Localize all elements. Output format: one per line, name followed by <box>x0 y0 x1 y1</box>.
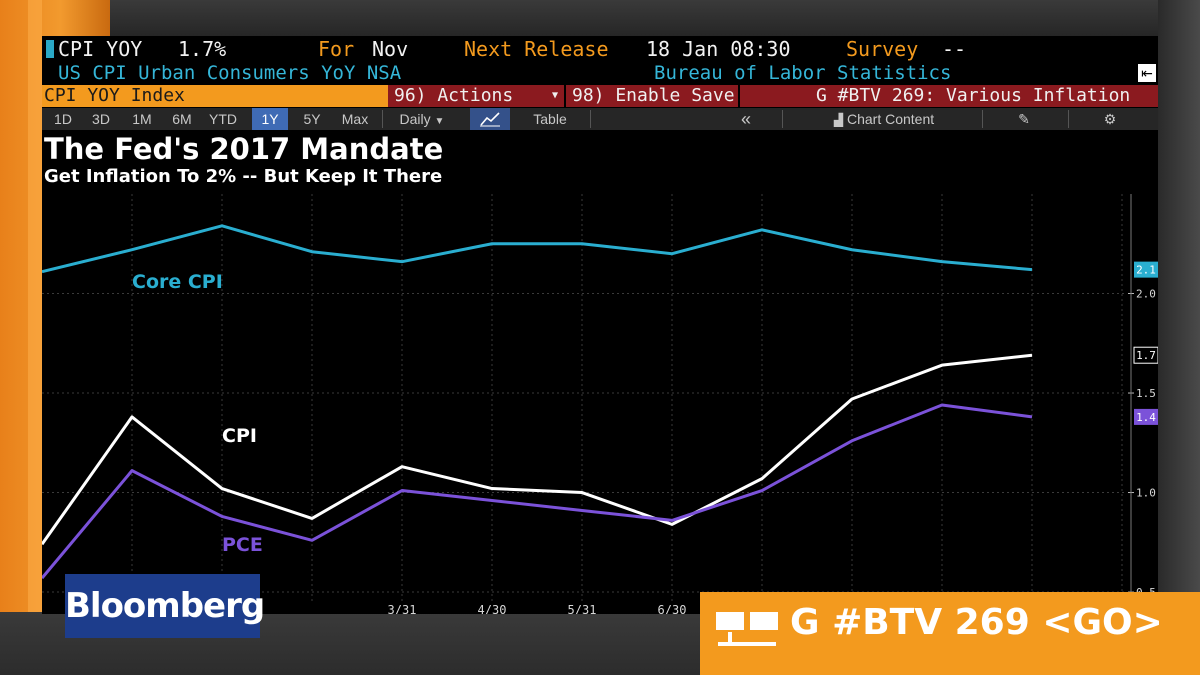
chart-title: The Fed's 2017 Mandate <box>44 132 444 166</box>
series-line-pce <box>42 403 1033 580</box>
chart-labels: 0.51.01.52.03/314/305/316/307/31Core CPI… <box>132 261 1158 614</box>
bar-chart-icon: ▟ <box>833 113 844 127</box>
index-label[interactable]: CPI YOY Index <box>42 85 388 107</box>
chevron-down-icon: ▼ <box>434 116 445 127</box>
last-value-label: 1.7 <box>1136 349 1156 362</box>
line-chart-icon[interactable] <box>470 108 510 130</box>
chart-series <box>42 224 1033 580</box>
command-bar: CPI YOY Index 96) Actions ▼ 98) Enable S… <box>42 85 1158 107</box>
series-line-cpi <box>42 353 1033 546</box>
chart-content-button[interactable]: ▟ Chart Content <box>814 108 954 130</box>
period-ytd-button[interactable]: YTD <box>209 111 237 127</box>
chart-subtitle: Get Inflation To 2% -- But Keep It There <box>44 166 443 187</box>
frequency-label: Daily <box>399 111 431 127</box>
y-tick-label: 2.0 <box>1136 288 1156 301</box>
bloomberg-logo: Bloomberg <box>65 574 265 638</box>
terminal-screen: CPI YOY 1.7% For Nov Next Release 18 Jan… <box>42 36 1158 614</box>
go-command-banner: G #BTV 269 <GO> <box>700 592 1200 675</box>
table-button[interactable]: Table <box>533 111 567 127</box>
period-max-button[interactable]: Max <box>341 111 369 127</box>
series-name-label: CPI <box>222 425 257 447</box>
line-chart: 0.51.01.52.03/314/305/316/307/31Core CPI… <box>42 194 1158 614</box>
survey-value: -- <box>942 37 967 61</box>
last-value-badge <box>1133 346 1158 364</box>
frequency-select[interactable]: Daily ▼ <box>388 108 456 130</box>
enable-save-button[interactable]: 98) Enable Save <box>566 85 738 107</box>
series-name-label: PCE <box>222 534 263 556</box>
period-1m-button[interactable]: 1M <box>132 111 152 127</box>
security-description-row: US CPI Urban Consumers YoY NSA Bureau of… <box>42 62 1158 84</box>
y-tick-label: 1.5 <box>1136 387 1156 400</box>
security-description: US CPI Urban Consumers YoY NSA <box>58 62 402 84</box>
last-value-badge <box>1134 261 1158 278</box>
edit-icon[interactable]: ✎ <box>1018 111 1030 127</box>
current-value: 1.7% <box>178 37 227 61</box>
for-value: Nov <box>372 37 409 61</box>
toolbar-divider <box>782 110 783 128</box>
settings-gear-icon[interactable]: ⚙ <box>1103 111 1117 127</box>
survey-label: Survey <box>846 37 919 61</box>
studio-background-strip <box>28 0 42 675</box>
data-source: Bureau of Labor Statistics <box>654 62 952 84</box>
actions-label: 96) Actions <box>394 85 514 106</box>
ticker-marker <box>46 40 54 58</box>
dropdown-arrow-icon: ▼ <box>551 90 558 101</box>
last-value-label: 2.1 <box>1136 264 1156 277</box>
ticker: CPI YOY <box>58 37 143 61</box>
toolbar-divider <box>590 110 591 128</box>
next-release-label: Next Release <box>464 37 609 61</box>
chart-content-label: Chart Content <box>846 111 935 127</box>
terminal-icon <box>716 612 778 646</box>
chart-grid <box>42 194 1134 602</box>
chart-toolbar: 1D 3D 1M 6M YTD 1Y 5Y Max Daily ▼ Table … <box>42 108 1158 130</box>
for-label: For <box>318 37 355 61</box>
chart-name-label[interactable]: G #BTV 269: Various Inflation <box>740 85 1158 107</box>
x-tick-label: 5/31 <box>568 603 597 614</box>
last-value-badge <box>1134 408 1158 425</box>
toolbar-divider <box>1068 110 1069 128</box>
series-line-core-cpi <box>42 224 1033 274</box>
toolbar-divider <box>382 110 383 128</box>
period-6m-button[interactable]: 6M <box>172 111 192 127</box>
x-tick-label: 4/30 <box>478 603 507 614</box>
next-release-value: 18 Jan 08:30 <box>646 37 791 61</box>
x-tick-label: 3/31 <box>388 603 417 614</box>
period-3d-button[interactable]: 3D <box>92 111 110 127</box>
collapse-left-icon[interactable]: « <box>740 109 751 129</box>
toolbar-divider <box>982 110 983 128</box>
last-value-label: 1.4 <box>1136 411 1156 424</box>
back-icon[interactable]: ⇤ <box>1138 64 1156 82</box>
period-1d-button[interactable]: 1D <box>54 111 72 127</box>
period-5y-button[interactable]: 5Y <box>303 111 321 127</box>
x-tick-label: 6/30 <box>658 603 687 614</box>
security-header: CPI YOY 1.7% For Nov Next Release 18 Jan… <box>42 36 1158 62</box>
studio-background-right <box>1158 0 1200 675</box>
actions-button[interactable]: 96) Actions ▼ <box>388 85 564 107</box>
go-command-text: G #BTV 269 <GO> <box>790 602 1163 643</box>
series-name-label: Core CPI <box>132 271 223 293</box>
studio-background-top <box>110 0 1200 36</box>
y-tick-label: 1.0 <box>1136 487 1156 500</box>
period-1y-button[interactable]: 1Y <box>252 108 288 130</box>
